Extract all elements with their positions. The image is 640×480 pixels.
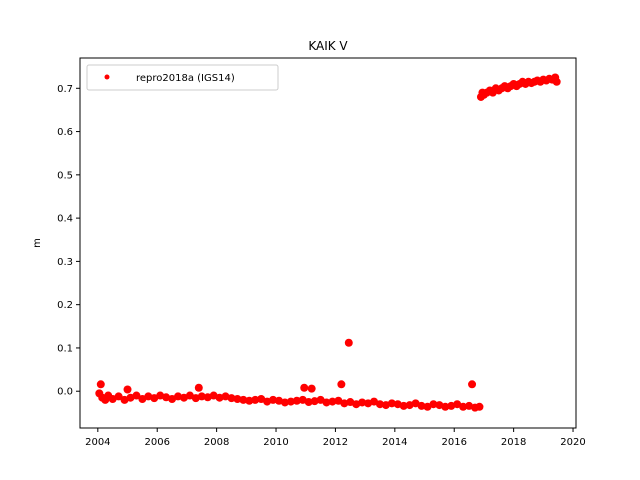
data-point bbox=[174, 392, 183, 401]
data-point bbox=[399, 401, 408, 410]
data-point bbox=[468, 380, 477, 389]
data-points bbox=[95, 73, 561, 412]
y-tick-label: 0.6 bbox=[57, 127, 73, 138]
legend-marker bbox=[104, 74, 110, 80]
legend-label: repro2018a (IGS14) bbox=[136, 73, 235, 84]
data-point bbox=[114, 392, 123, 401]
data-point bbox=[344, 338, 353, 347]
data-point bbox=[417, 401, 426, 410]
y-tick-label: 0.7 bbox=[57, 84, 73, 95]
data-point bbox=[387, 399, 396, 408]
data-point bbox=[269, 395, 278, 404]
data-point bbox=[358, 398, 367, 407]
data-point bbox=[215, 393, 224, 402]
data-point bbox=[375, 400, 384, 409]
data-point bbox=[280, 398, 289, 407]
x-axis-ticks: 2004 2006 2008 2010 2012 2014 2016 2018 2020 bbox=[85, 428, 586, 448]
data-point bbox=[429, 400, 438, 409]
data-point bbox=[552, 77, 561, 86]
y-tick-label: 0.0 bbox=[57, 387, 73, 398]
y-tick-label: 0.4 bbox=[57, 214, 73, 225]
data-point bbox=[123, 385, 132, 394]
legend-box bbox=[86, 64, 279, 91]
x-tick-label: 2018 bbox=[501, 437, 526, 448]
x-tick-label: 2008 bbox=[204, 437, 229, 448]
data-point bbox=[292, 396, 301, 405]
x-tick-label: 2006 bbox=[144, 437, 169, 448]
y-tick-label: 0.5 bbox=[57, 170, 73, 181]
data-point bbox=[337, 380, 346, 389]
data-point bbox=[239, 395, 248, 404]
y-tick-label: 0.1 bbox=[57, 343, 73, 354]
chart-title: KAIK V bbox=[308, 39, 348, 53]
y-axis-label: m bbox=[32, 238, 43, 248]
data-point bbox=[197, 392, 206, 401]
data-point bbox=[340, 399, 349, 408]
x-tick-label: 2010 bbox=[263, 437, 288, 448]
data-point bbox=[441, 402, 450, 411]
x-tick-label: 2020 bbox=[560, 437, 585, 448]
data-point bbox=[132, 391, 141, 400]
data-point bbox=[286, 397, 295, 406]
data-point bbox=[245, 396, 254, 405]
data-point bbox=[322, 398, 331, 407]
data-point bbox=[194, 383, 203, 392]
legend: repro2018a (IGS14) bbox=[86, 64, 279, 91]
plot-frame bbox=[79, 57, 577, 429]
y-tick-label: 0.3 bbox=[57, 257, 73, 268]
data-point bbox=[227, 394, 236, 403]
y-axis-ticks: 0.0 0.1 0.2 0.3 0.4 0.5 0.6 0.7 bbox=[57, 84, 80, 398]
data-point bbox=[300, 383, 309, 392]
data-point bbox=[233, 395, 242, 404]
x-tick-label: 2016 bbox=[442, 437, 467, 448]
data-point bbox=[310, 397, 319, 406]
plot-area-background bbox=[80, 58, 576, 428]
data-point bbox=[459, 402, 468, 411]
x-tick-label: 2014 bbox=[382, 437, 407, 448]
x-tick-label: 2004 bbox=[85, 437, 110, 448]
data-point bbox=[475, 402, 484, 411]
x-tick-label: 2012 bbox=[323, 437, 348, 448]
data-point bbox=[328, 397, 337, 406]
data-point bbox=[307, 384, 316, 393]
y-tick-label: 0.2 bbox=[57, 300, 73, 311]
data-point bbox=[251, 395, 260, 404]
data-point bbox=[304, 398, 313, 407]
data-point bbox=[96, 380, 105, 389]
